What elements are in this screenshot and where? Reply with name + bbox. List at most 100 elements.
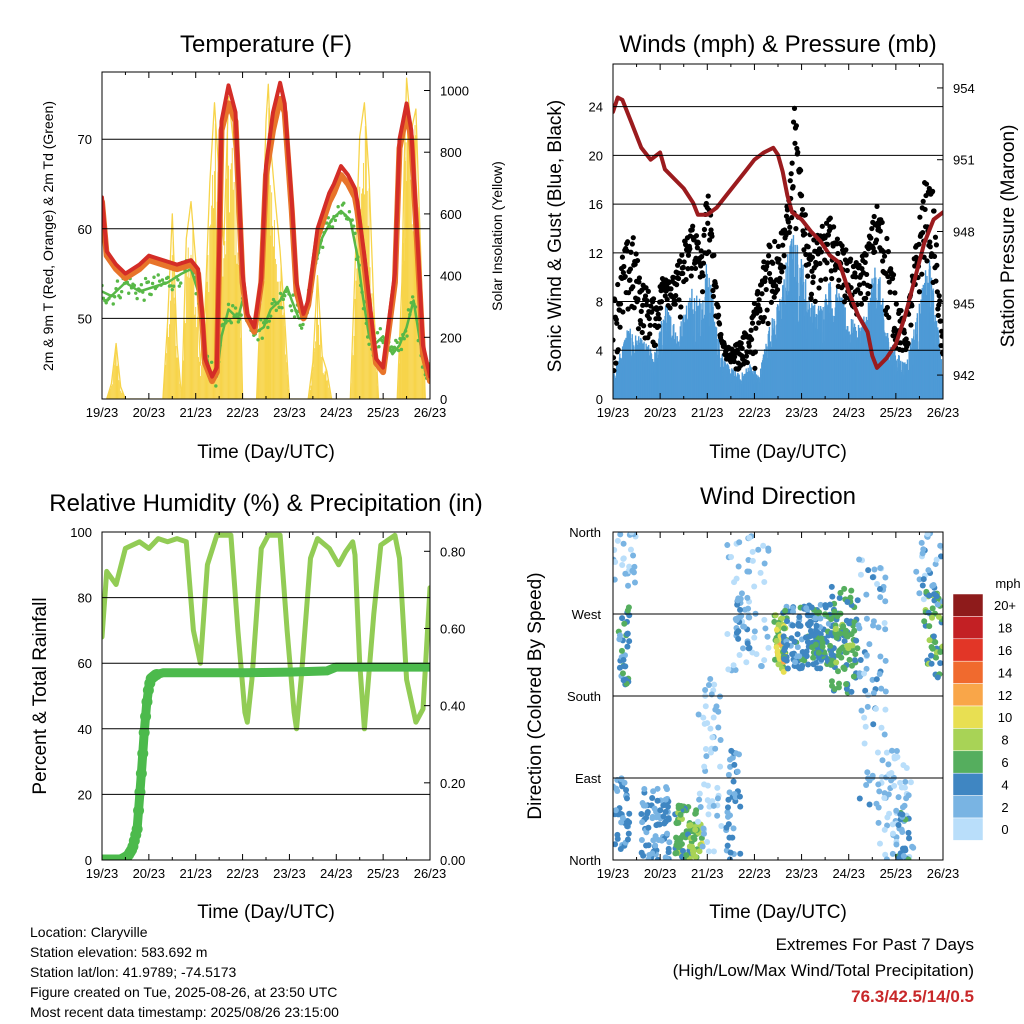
direction-point xyxy=(875,781,882,788)
dewpoint-point xyxy=(176,278,180,282)
direction-point xyxy=(751,628,758,635)
direction-point xyxy=(690,847,697,854)
direction-point xyxy=(755,546,762,553)
dewpoint-point xyxy=(346,217,350,221)
dewpoint-point xyxy=(127,291,131,295)
gust-point xyxy=(786,229,792,236)
gust-point xyxy=(706,249,712,255)
gust-point xyxy=(780,242,786,248)
direction-point xyxy=(699,843,706,850)
winds-panel: Winds (mph) & Pressure (mb) 19/23 20/23 21… xyxy=(545,31,1019,463)
direction-point xyxy=(736,651,743,658)
gust-point xyxy=(862,259,868,266)
direction-point xyxy=(749,557,756,564)
direction-point xyxy=(726,834,733,841)
gust-point xyxy=(938,328,943,334)
winds-xtick-label: 21/23 xyxy=(691,405,724,420)
gust-point xyxy=(691,237,697,243)
direction-point xyxy=(656,821,663,828)
gust-point xyxy=(635,296,641,302)
dewpoint-point xyxy=(285,288,290,292)
humidity-xtick-label: 23/23 xyxy=(273,866,306,881)
speed-legend-label: 8 xyxy=(1001,733,1008,748)
direction-xtick-label: 26/23 xyxy=(927,866,960,881)
station-info: Location: Claryville Station elevation: … xyxy=(30,922,339,1022)
direction-point xyxy=(710,848,717,855)
gust-point xyxy=(672,301,678,307)
direction-point xyxy=(710,714,717,721)
direction-point xyxy=(683,852,690,859)
direction-point xyxy=(863,652,870,659)
direction-point xyxy=(828,583,835,590)
direction-point xyxy=(784,618,791,625)
dewpoint-point xyxy=(274,308,279,313)
direction-point xyxy=(619,615,626,622)
gust-point xyxy=(798,167,804,174)
direction-point xyxy=(828,616,835,623)
dewpoint-point xyxy=(351,224,356,228)
direction-point xyxy=(761,560,768,567)
direction-point xyxy=(737,850,744,857)
direction-point xyxy=(738,590,745,597)
gust-point xyxy=(677,259,683,265)
direction-point xyxy=(631,579,638,586)
gust-point xyxy=(668,286,674,292)
direction-point xyxy=(864,703,871,710)
direction-point xyxy=(733,750,740,757)
gust-point xyxy=(738,340,744,346)
direction-point xyxy=(848,587,855,594)
direction-point xyxy=(675,819,682,826)
direction-point xyxy=(730,825,737,832)
extremes-values: 76.3/42.5/14/0.5 xyxy=(851,987,974,1006)
winds-y2tick-label: 954 xyxy=(953,81,975,96)
gust-point xyxy=(938,343,943,349)
direction-point xyxy=(677,811,684,818)
gust-point xyxy=(793,226,799,232)
gust-point xyxy=(622,273,628,280)
direction-point xyxy=(885,761,892,768)
gust-point xyxy=(685,266,691,272)
gust-point xyxy=(699,289,706,295)
dewpoint-point xyxy=(171,284,176,288)
dewpoint-point xyxy=(129,286,134,290)
direction-point xyxy=(744,594,751,601)
temperature-ylabel-right: Solar Insolation (Yellow) xyxy=(489,161,505,311)
direction-point xyxy=(709,734,716,741)
gust-point xyxy=(715,304,721,310)
direction-point xyxy=(870,690,877,697)
dewpoint-point xyxy=(342,201,346,205)
dewpoint-point xyxy=(290,308,294,313)
gust-point xyxy=(881,249,887,255)
direction-point xyxy=(652,842,659,849)
direction-point xyxy=(665,845,672,852)
humidity-ytick-label: 100 xyxy=(70,525,92,540)
winds-ytick-label: 0 xyxy=(596,392,603,407)
gust-point xyxy=(620,309,626,315)
direction-point xyxy=(710,802,717,809)
direction-point xyxy=(729,754,736,761)
direction-point xyxy=(878,774,885,781)
direction-point xyxy=(921,618,928,625)
direction-point xyxy=(869,574,876,581)
gust-point xyxy=(658,305,664,311)
direction-point xyxy=(622,570,629,577)
gust-point xyxy=(844,267,850,274)
gust-point xyxy=(789,160,795,166)
direction-point xyxy=(883,749,890,756)
gust-point xyxy=(865,291,871,297)
direction-xtick-label: 21/23 xyxy=(691,866,724,881)
dewpoint-point xyxy=(292,315,297,319)
gust-point xyxy=(638,308,644,314)
speed-legend-swatch xyxy=(952,616,984,640)
direction-point xyxy=(743,659,750,666)
direction-point xyxy=(757,569,764,576)
gust-point xyxy=(853,274,859,280)
direction-point xyxy=(664,830,671,837)
gust-point xyxy=(693,233,700,239)
direction-point xyxy=(707,749,714,756)
direction-point xyxy=(621,779,628,786)
gust-point xyxy=(739,345,745,351)
gust-point xyxy=(685,252,692,258)
humidity-ytick-label: 60 xyxy=(78,656,92,671)
direction-point xyxy=(704,782,711,789)
